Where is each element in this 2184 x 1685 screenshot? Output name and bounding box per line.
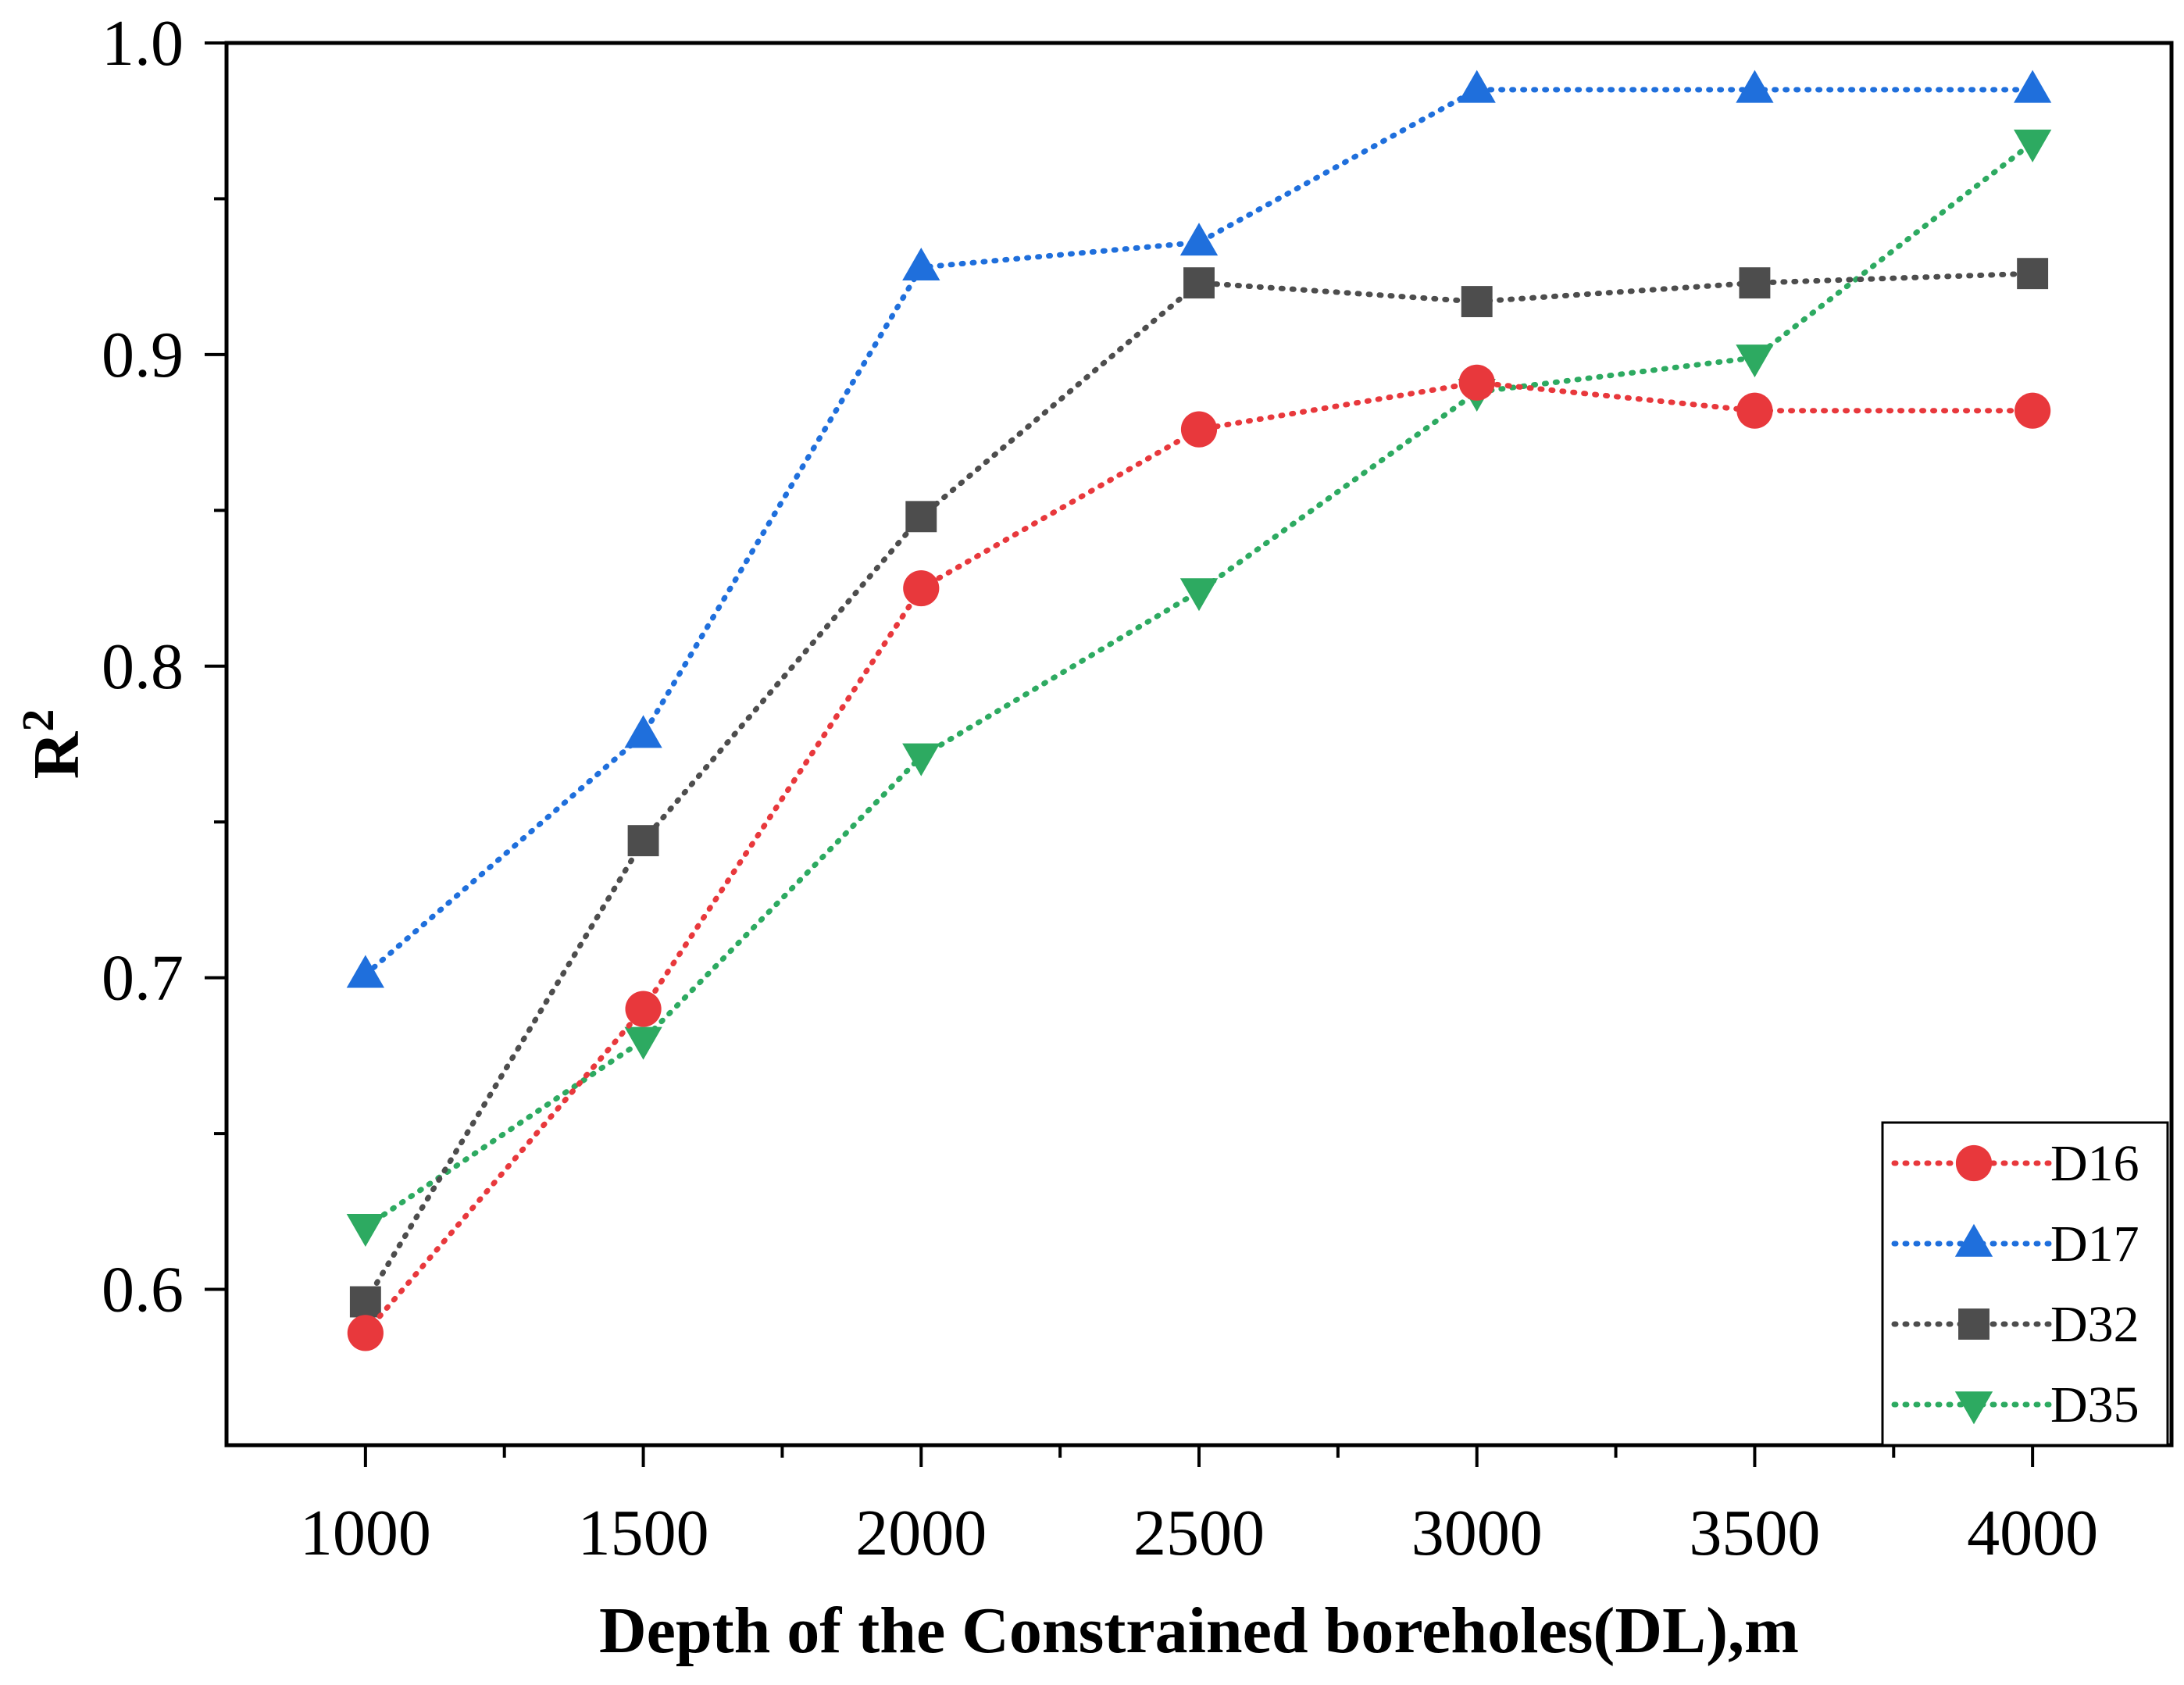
data-point	[1739, 267, 1770, 298]
series-line	[366, 90, 2032, 975]
legend-marker	[1958, 1308, 1990, 1340]
x-tick-label: 4000	[1967, 1497, 2098, 1569]
y-tick-label: 0.8	[102, 630, 184, 703]
data-point	[1736, 70, 1773, 103]
y-axis-title-superscript: 2	[12, 709, 63, 732]
series-line	[366, 143, 2032, 1227]
x-axis-title: Depth of the Constrained boreholes(DL),m	[599, 1594, 1799, 1667]
data-point	[348, 1315, 384, 1351]
series-d17	[347, 70, 2052, 988]
x-tick-label: 1500	[578, 1497, 709, 1569]
x-tick-label: 2000	[855, 1497, 987, 1569]
y-tick-label: 0.9	[102, 319, 184, 391]
data-point	[1459, 365, 1495, 401]
data-point	[902, 248, 940, 280]
x-tick-label: 3500	[1689, 1497, 1820, 1569]
series-layer	[347, 70, 2052, 1351]
data-point	[1183, 267, 1215, 298]
axis-ticks	[205, 43, 2032, 1467]
x-tick-label: 3000	[1411, 1497, 1543, 1569]
data-point	[2014, 70, 2051, 103]
data-point	[625, 991, 661, 1026]
data-point	[1458, 70, 1496, 103]
data-point	[624, 1027, 662, 1060]
data-point	[2014, 130, 2051, 162]
tick-labels: 1000 1500 2000 2500 3000 3500 4000 0.6 0.7 0.8 0.9…	[102, 7, 2098, 1569]
legend-label: D16	[2050, 1135, 2139, 1192]
data-point	[1181, 412, 1217, 448]
y-axis-title-base: R	[20, 730, 93, 779]
data-point	[903, 570, 939, 606]
chart: 1000 1500 2000 2500 3000 3500 4000 0.6 0.7 0.8 0.9…	[0, 0, 2184, 1685]
legend-marker	[1956, 1145, 1992, 1181]
legend-label: D32	[2050, 1296, 2139, 1353]
data-point	[1461, 286, 1493, 317]
data-point	[2017, 258, 2048, 289]
series-d16	[348, 365, 2050, 1351]
data-point	[1180, 223, 1218, 255]
legend-label: D35	[2050, 1376, 2139, 1433]
data-point	[1736, 393, 1772, 429]
y-tick-label: 0.6	[102, 1254, 184, 1326]
data-point	[347, 1214, 384, 1247]
data-point	[624, 715, 662, 748]
data-point	[905, 501, 937, 532]
data-point	[347, 955, 384, 987]
series-line	[366, 383, 2032, 1333]
y-axis-title: R2	[12, 709, 93, 780]
x-tick-label: 2500	[1133, 1497, 1265, 1569]
data-point	[1180, 578, 1218, 611]
data-point	[628, 825, 659, 856]
data-point	[2014, 393, 2050, 429]
data-point	[350, 1287, 381, 1318]
y-tick-label: 0.7	[102, 942, 184, 1015]
legend: D16 D17 D32 D35	[1882, 1123, 2168, 1445]
legend-label: D17	[2050, 1216, 2139, 1273]
x-tick-label: 1000	[300, 1497, 431, 1569]
y-tick-label: 1.0	[102, 7, 184, 80]
